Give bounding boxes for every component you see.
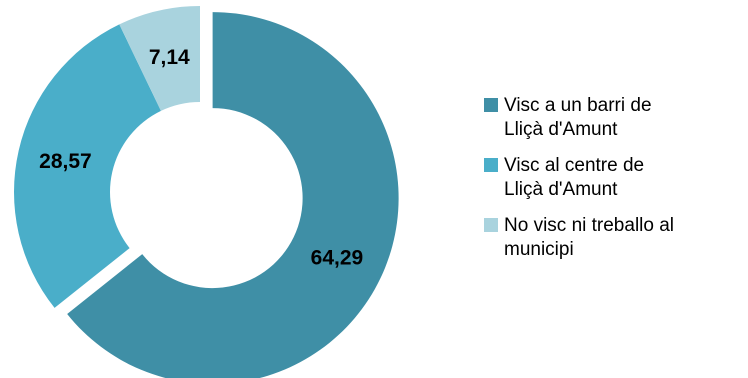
legend-label-centre: Visc al centre de Lliçà d'Amunt	[504, 155, 645, 200]
label-centre: 28,57	[39, 150, 92, 173]
data-labels: 64,29 28,57 7,14	[39, 46, 363, 270]
legend-item-barri: Visc a un barri de Lliçà d'Amunt	[484, 94, 746, 142]
legend: Visc a un barri de Lliçà d'Amunt Visc al…	[484, 94, 746, 274]
legend-item-no-municipi: No visc ni treballo al municipi	[484, 214, 746, 262]
slice-centre	[14, 24, 161, 308]
legend-swatch-barri	[484, 98, 498, 112]
legend-item-centre: Visc al centre de Lliçà d'Amunt	[484, 154, 746, 202]
donut-slices	[14, 6, 399, 378]
slice-no-municipi	[119, 6, 200, 111]
legend-swatch-centre	[484, 158, 498, 172]
label-no-municipi: 7,14	[149, 46, 190, 69]
legend-swatch-no-municipi	[484, 218, 498, 232]
label-barri: 64,29	[311, 246, 364, 269]
legend-label-barri: Visc a un barri de Lliçà d'Amunt	[504, 95, 652, 140]
legend-label-no-municipi: No visc ni treballo al municipi	[504, 215, 675, 260]
slice-barri	[67, 12, 399, 378]
